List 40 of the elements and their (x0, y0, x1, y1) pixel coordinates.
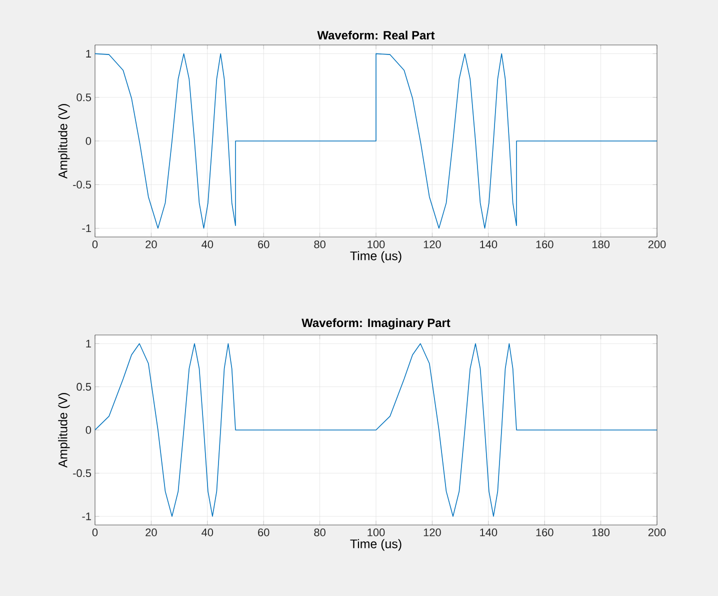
x-tick-label: 100 (368, 240, 385, 248)
y-tick-label: 0 (86, 137, 92, 145)
y-tick-label: -1 (82, 512, 91, 520)
y-axis-title: Amplitude (V) (58, 393, 70, 468)
x-tick-label: 140 (480, 240, 498, 248)
y-tick-label: 0 (86, 426, 92, 434)
x-tick-label: 60 (258, 528, 270, 536)
x-tick-label: 120 (424, 528, 441, 536)
x-axis-title: Time (us) (350, 539, 402, 551)
y-tick-label: 0.5 (76, 93, 92, 102)
y-tick-label: 1 (86, 340, 91, 348)
chart-title: Waveform: Real Part (317, 30, 435, 40)
line-series (95, 53, 658, 229)
x-tick-label: 0 (92, 528, 98, 536)
y-tick-label: 1 (86, 50, 91, 58)
x-tick-label: 180 (592, 240, 610, 248)
x-tick-label: 200 (648, 240, 666, 248)
y-tick-label: -0.5 (73, 180, 92, 189)
x-tick-label: 40 (202, 528, 214, 536)
x-tick-label: 0 (92, 240, 98, 248)
y-tick-label: -0.5 (73, 469, 92, 478)
x-tick-label: 80 (314, 240, 326, 248)
x-tick-label: 200 (648, 528, 666, 536)
x-tick-label: 20 (146, 528, 157, 536)
chart-title: Waveform: Imaginary Part (302, 318, 450, 330)
x-tick-label: 100 (368, 528, 385, 536)
x-tick-label: 160 (536, 240, 554, 248)
x-tick-label: 20 (146, 240, 157, 248)
x-tick-label: 60 (258, 240, 270, 248)
x-tick-label: 40 (202, 240, 214, 248)
x-axis-title: Time (us) (350, 251, 402, 263)
x-tick-label: 140 (480, 528, 498, 536)
x-tick-label: 80 (314, 528, 326, 536)
y-tick-label: -1 (82, 224, 91, 232)
x-tick-label: 120 (424, 240, 441, 248)
x-tick-label: 160 (536, 528, 554, 536)
y-axis-title: Amplitude (V) (58, 104, 70, 179)
y-tick-label: 0.5 (76, 382, 92, 391)
x-tick-label: 180 (592, 528, 610, 536)
line-series (95, 343, 658, 517)
